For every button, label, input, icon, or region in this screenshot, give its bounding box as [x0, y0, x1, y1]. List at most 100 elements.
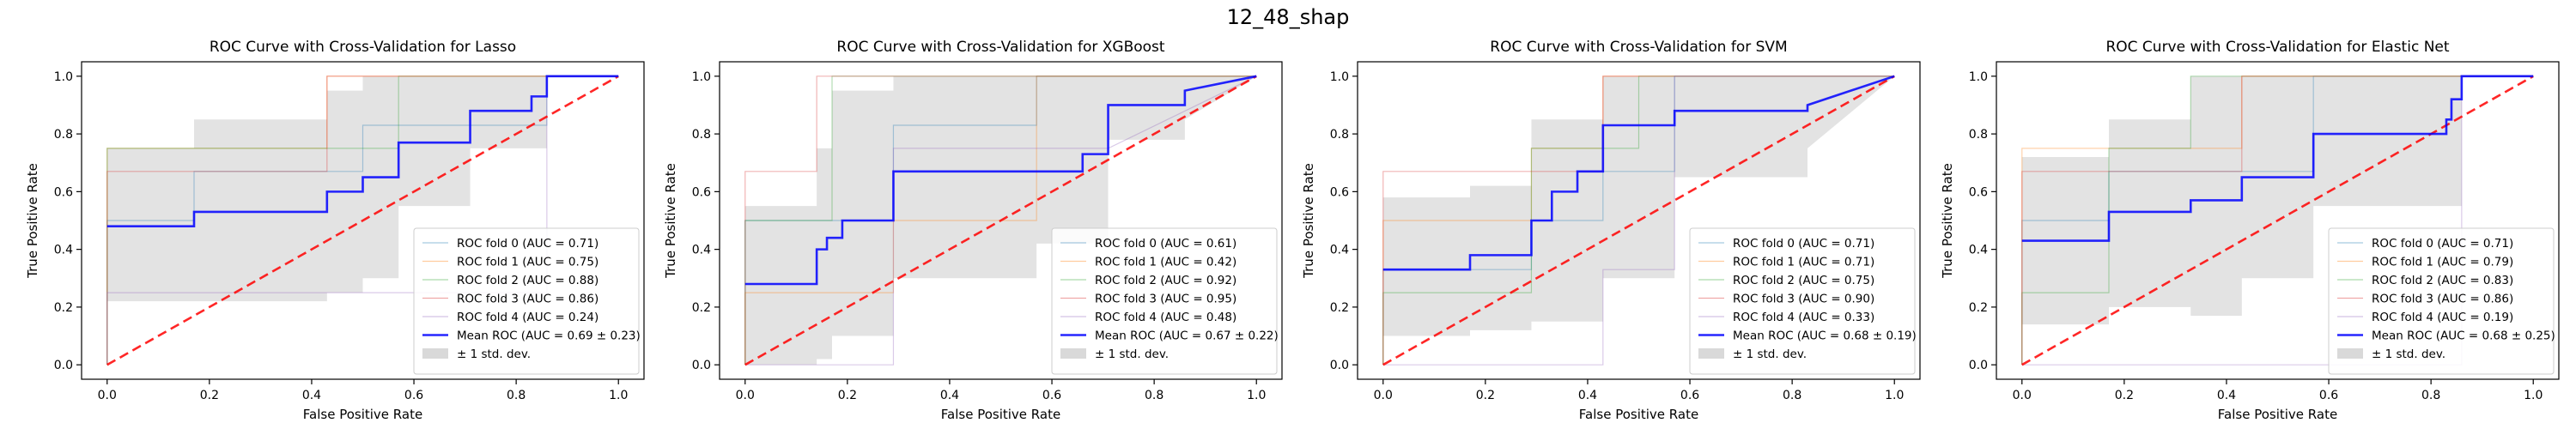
x-tick-label: 0.6 — [1042, 389, 1061, 402]
legend-swatch-band — [1698, 348, 1724, 359]
x-tick-label: 0.2 — [1476, 389, 1495, 402]
legend-entry-label: ROC fold 1 (AUC = 0.71) — [1733, 256, 1874, 269]
y-axis-label: True Positive Rate — [1301, 163, 1316, 279]
legend-entry-label: ROC fold 4 (AUC = 0.19) — [2372, 311, 2513, 324]
chance-line — [2021, 75, 2534, 366]
y-tick-label: 0.0 — [1330, 359, 1349, 372]
legend-entry-label: ± 1 std. dev. — [1095, 347, 1169, 361]
legend-swatch-band — [422, 348, 448, 359]
x-tick-label: 0.2 — [2115, 389, 2134, 402]
legend-entry-label: ROC fold 4 (AUC = 0.33) — [1733, 311, 1874, 324]
chart-title: ROC Curve with Cross-Validation for Elas… — [2105, 39, 2449, 56]
y-tick-label: 0.8 — [54, 128, 73, 142]
fold-curve-1 — [2021, 76, 2534, 366]
legend-entry-label: ± 1 std. dev. — [2372, 347, 2445, 361]
legend-entry-label: ± 1 std. dev. — [457, 347, 531, 361]
legend-swatch-band — [2337, 348, 2363, 359]
mean-roc-curve — [106, 75, 619, 228]
fold-curve-2 — [2021, 76, 2534, 366]
x-tick-label: 0.2 — [200, 389, 219, 402]
y-tick-label: 0.8 — [1330, 128, 1349, 142]
plot-frame — [81, 61, 645, 380]
x-tick-label: 0.0 — [1374, 389, 1393, 402]
x-tick-label: 0.4 — [302, 389, 321, 402]
x-tick-label: 1.0 — [1247, 389, 1266, 402]
legend: ROC fold 0 (AUC = 0.71) ROC fold 1 (AUC =… — [2328, 227, 2555, 375]
legend-entry-label: ROC fold 3 (AUC = 0.95) — [1095, 293, 1236, 306]
y-axis-label: True Positive Rate — [663, 163, 678, 279]
chart-panel-1: ROC Curve with Cross-Validation for XGBo… — [663, 39, 1283, 422]
legend-entry-label: ROC fold 2 (AUC = 0.83) — [2372, 274, 2513, 287]
fold-curve-4 — [1382, 76, 1895, 366]
legend: ROC fold 0 (AUC = 0.71) ROC fold 1 (AUC =… — [1689, 227, 1917, 375]
legend-entry-label: ROC fold 3 (AUC = 0.86) — [2372, 293, 2513, 306]
legend-entry-label: ROC fold 0 (AUC = 0.71) — [457, 237, 598, 251]
legend-entry-label: Mean ROC (AUC = 0.68 ± 0.19) — [1733, 329, 1917, 343]
x-axis-label: False Positive Rate — [2218, 407, 2337, 422]
x-tick-label: 0.4 — [1578, 389, 1597, 402]
mean-roc-curve — [2021, 75, 2534, 242]
fold-curve-2 — [106, 76, 619, 366]
x-tick-label: 0.8 — [507, 389, 526, 402]
x-tick-label: 1.0 — [1885, 389, 1904, 402]
y-tick-label: 0.4 — [54, 244, 73, 257]
legend-entry-label: ROC fold 4 (AUC = 0.48) — [1095, 311, 1236, 324]
legend-entry-label: ROC fold 1 (AUC = 0.79) — [2372, 256, 2513, 269]
x-axis-label: False Positive Rate — [941, 407, 1060, 422]
x-tick-label: 0.8 — [2421, 389, 2440, 402]
legend: ROC fold 0 (AUC = 0.61) ROC fold 1 (AUC =… — [1051, 227, 1279, 375]
y-tick-label: 0.4 — [1969, 244, 1988, 257]
x-axis-label: False Positive Rate — [303, 407, 422, 422]
mean-roc-curve — [744, 75, 1257, 286]
x-tick-label: 0.2 — [838, 389, 857, 402]
chart-panel-2: ROC Curve with Cross-Validation for SVM 0… — [1301, 39, 1921, 422]
plot-frame — [719, 61, 1283, 380]
legend-entry-label: Mean ROC (AUC = 0.67 ± 0.22) — [1095, 329, 1279, 343]
chance-line — [744, 75, 1257, 366]
chart-title: ROC Curve with Cross-Validation for Lass… — [210, 39, 516, 56]
std-band — [1382, 76, 1895, 336]
y-tick-label: 0.4 — [692, 244, 711, 257]
y-tick-label: 0.6 — [54, 185, 73, 199]
y-tick-label: 1.0 — [54, 70, 73, 84]
legend-box — [1051, 227, 1278, 375]
plot-frame — [1357, 61, 1921, 380]
y-tick-label: 0.8 — [692, 128, 711, 142]
x-tick-label: 0.6 — [404, 389, 423, 402]
y-axis-label: True Positive Rate — [1940, 163, 1955, 279]
legend-entry-label: ROC fold 0 (AUC = 0.71) — [2372, 237, 2513, 251]
y-tick-label: 0.0 — [692, 359, 711, 372]
chart-panel-0: ROC Curve with Cross-Validation for Lass… — [25, 39, 645, 422]
legend-entry-label: Mean ROC (AUC = 0.69 ± 0.23) — [457, 329, 641, 343]
x-tick-label: 0.6 — [2319, 389, 2338, 402]
legend-swatch-band — [1060, 348, 1086, 359]
x-tick-label: 0.0 — [2013, 389, 2032, 402]
y-tick-label: 0.6 — [692, 185, 711, 199]
std-band — [2021, 76, 2534, 325]
chance-line — [106, 75, 619, 366]
chance-line — [1382, 75, 1895, 366]
legend-entry-label: ROC fold 2 (AUC = 0.88) — [457, 274, 598, 287]
y-axis-label: True Positive Rate — [25, 163, 40, 279]
legend-entry-label: ROC fold 3 (AUC = 0.90) — [1733, 293, 1874, 306]
x-tick-label: 0.4 — [940, 389, 959, 402]
y-tick-label: 0.2 — [1969, 301, 1988, 315]
x-tick-label: 0.8 — [1145, 389, 1163, 402]
chart-panel-3: ROC Curve with Cross-Validation for Elas… — [1940, 39, 2560, 422]
legend-entry-label: ROC fold 2 (AUC = 0.92) — [1095, 274, 1236, 287]
y-tick-label: 0.0 — [1969, 359, 1988, 372]
y-tick-label: 0.0 — [54, 359, 73, 372]
x-tick-label: 0.0 — [736, 389, 755, 402]
y-tick-label: 1.0 — [1969, 70, 1988, 84]
legend-entry-label: ± 1 std. dev. — [1733, 347, 1807, 361]
x-axis-label: False Positive Rate — [1579, 407, 1698, 422]
y-tick-label: 0.2 — [54, 301, 73, 315]
chart-title: ROC Curve with Cross-Validation for SVM — [1490, 39, 1787, 56]
legend-entry-label: ROC fold 4 (AUC = 0.24) — [457, 311, 598, 324]
fold-curve-1 — [1382, 76, 1895, 366]
mean-roc-curve — [1382, 75, 1895, 271]
chart-title: ROC Curve with Cross-Validation for XGBo… — [836, 39, 1165, 56]
y-tick-label: 0.8 — [1969, 128, 1988, 142]
fold-curve-4 — [744, 76, 1257, 366]
y-tick-label: 1.0 — [1330, 70, 1349, 84]
